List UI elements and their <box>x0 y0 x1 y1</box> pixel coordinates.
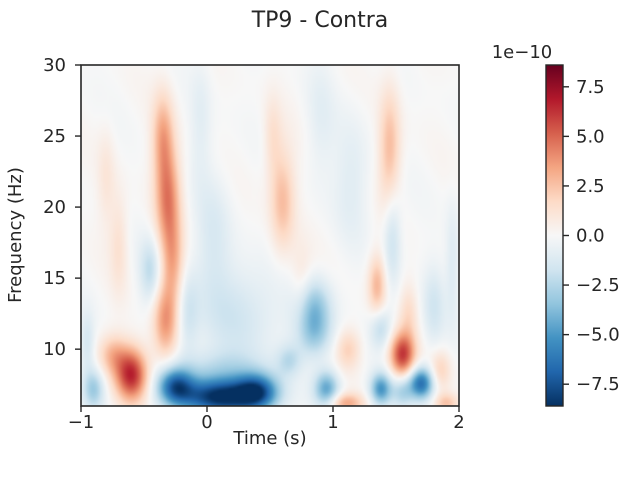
x-tick-label: 1 <box>327 412 338 433</box>
colorbar-offset-text: 1e−10 <box>492 42 553 63</box>
y-tick-label: 15 <box>43 268 66 289</box>
colorbar-tick-label: 7.5 <box>576 77 605 98</box>
x-axis-label: Time (s) <box>232 428 306 449</box>
x-tick-label: 2 <box>453 412 464 433</box>
colorbar-tick-label: −5.0 <box>576 325 620 346</box>
colorbar <box>546 65 563 406</box>
y-tick-label: 25 <box>43 126 66 147</box>
colorbar-tick-label: 5.0 <box>576 126 605 147</box>
colorbar-ticks: −7.5 −5.0 −2.5 0.0 2.5 5.0 7.5 <box>563 77 620 395</box>
y-axis-label: Frequency (Hz) <box>5 167 26 303</box>
heatmap-image <box>81 65 459 406</box>
y-axis-ticks: 10 15 20 25 30 <box>43 55 81 360</box>
heatmap <box>81 65 459 406</box>
colorbar-tick-label: −2.5 <box>576 275 620 296</box>
x-axis-ticks: −1 0 1 2 <box>68 406 465 433</box>
y-tick-label: 30 <box>43 55 66 76</box>
plot-title: TP9 - Contra <box>251 8 389 33</box>
colorbar-tick-label: −7.5 <box>576 374 620 395</box>
x-tick-label: 0 <box>201 412 212 433</box>
x-tick-label: −1 <box>68 412 95 433</box>
axes-frame <box>80 64 460 407</box>
y-tick-label: 10 <box>43 339 66 360</box>
colorbar-tick-label: 0.0 <box>576 226 605 247</box>
colorbar-tick-label: 2.5 <box>576 176 605 197</box>
y-tick-label: 20 <box>43 197 66 218</box>
